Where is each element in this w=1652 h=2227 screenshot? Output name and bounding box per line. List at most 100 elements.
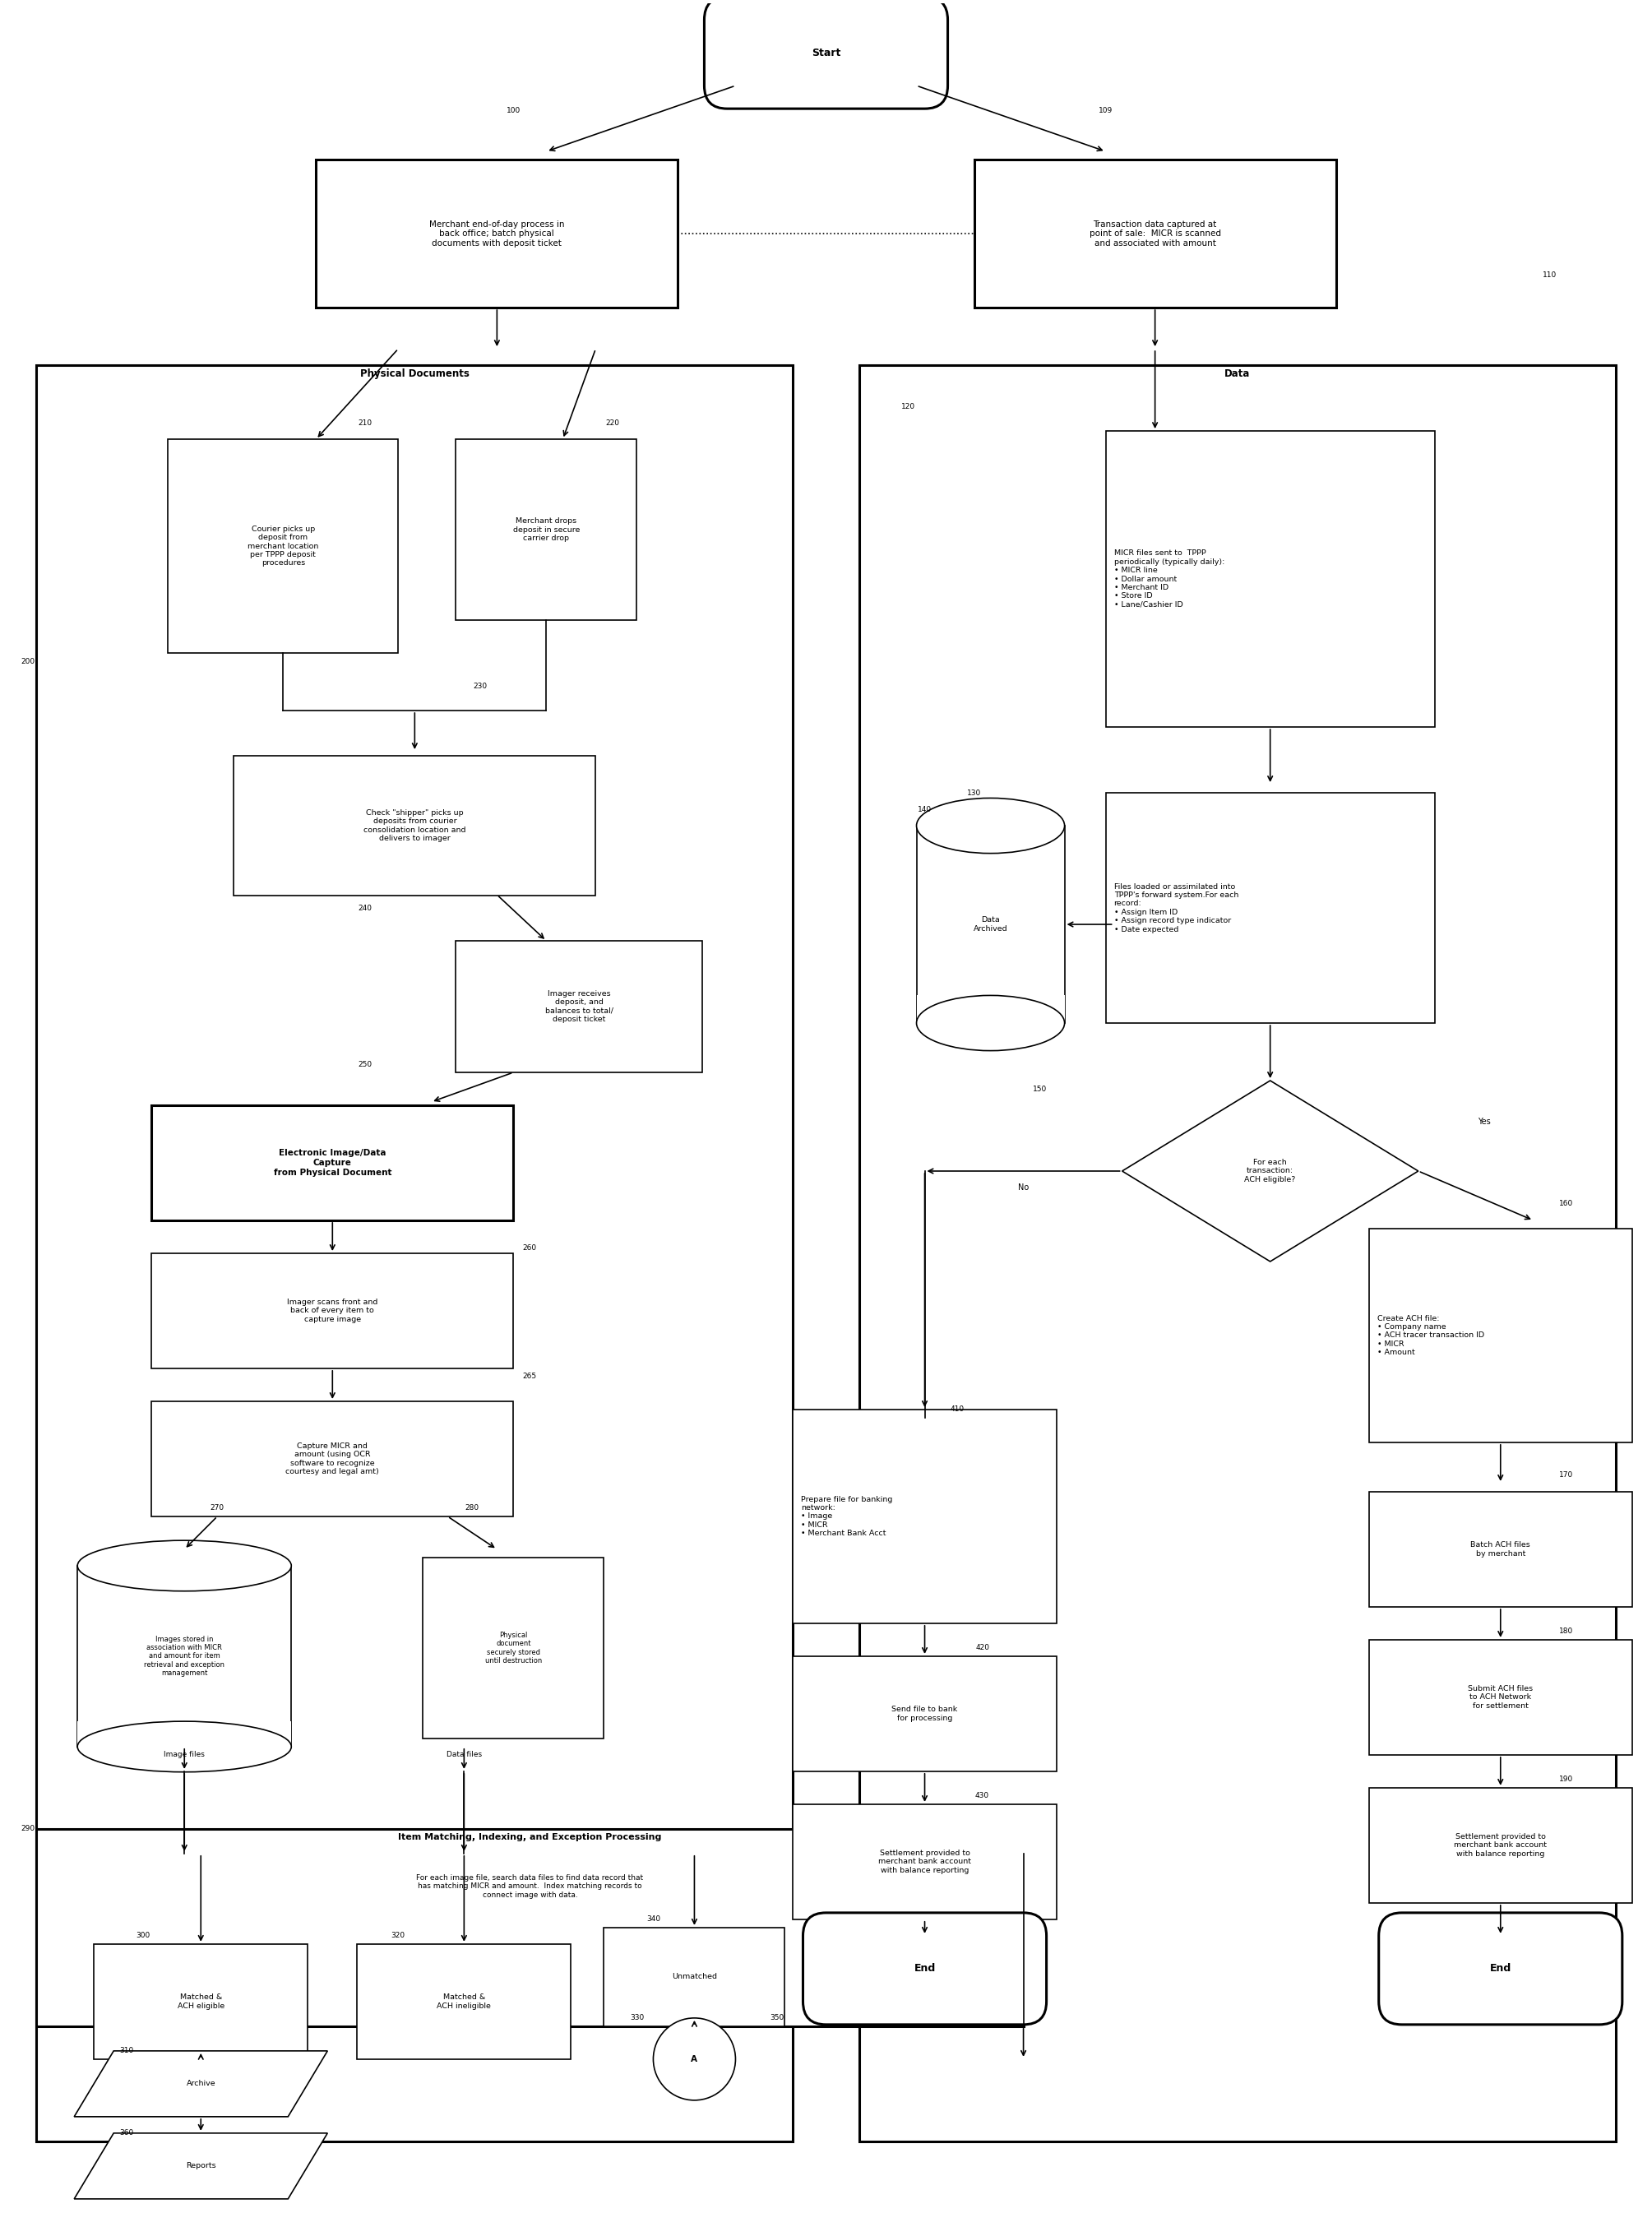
Text: Yes: Yes [1477,1118,1490,1127]
FancyBboxPatch shape [1105,432,1434,726]
Text: Data
Archived: Data Archived [973,915,1008,933]
Bar [78,1566,291,1746]
Polygon shape [74,2133,327,2198]
Text: Reports: Reports [185,2162,216,2169]
Text: Submit ACH files
to ACH Network
for settlement: Submit ACH files to ACH Network for sett… [1469,1686,1533,1710]
Text: 230: 230 [474,681,487,690]
Text: No: No [1018,1183,1029,1191]
Text: Archive: Archive [187,2080,215,2087]
Text: 300: 300 [135,1933,150,1940]
FancyBboxPatch shape [233,755,596,895]
Text: Prepare file for banking
network:
• Image
• MICR
• Merchant Bank Acct: Prepare file for banking network: • Imag… [801,1497,894,1537]
Text: Matched &
ACH eligible: Matched & ACH eligible [177,1993,225,2009]
Text: 420: 420 [975,1644,990,1652]
Text: 110: 110 [1543,272,1556,278]
FancyBboxPatch shape [456,439,636,619]
Text: 260: 260 [522,1245,537,1252]
FancyBboxPatch shape [423,1557,605,1739]
FancyBboxPatch shape [456,940,702,1073]
Text: Physical Documents: Physical Documents [360,367,469,379]
Text: 430: 430 [975,1793,990,1799]
Text: 180: 180 [1559,1628,1573,1635]
FancyBboxPatch shape [1370,1229,1632,1443]
Text: 150: 150 [1032,1085,1047,1093]
FancyBboxPatch shape [803,1913,1046,2024]
Text: Create ACH file:
• Company name
• ACH tracer transaction ID
• MICR
• Amount: Create ACH file: • Company name • ACH tr… [1378,1314,1483,1356]
FancyBboxPatch shape [1105,793,1434,1022]
Text: 250: 250 [358,1060,372,1069]
Ellipse shape [78,1541,291,1590]
FancyBboxPatch shape [169,439,398,653]
FancyBboxPatch shape [94,1944,307,2060]
Text: 120: 120 [902,403,915,410]
Text: 360: 360 [119,2129,134,2138]
FancyBboxPatch shape [793,1657,1056,1770]
Text: 310: 310 [119,2047,134,2056]
FancyBboxPatch shape [975,160,1336,307]
Text: Merchant drops
deposit in secure
carrier drop: Merchant drops deposit in secure carrier… [512,517,580,541]
Text: Item Matching, Indexing, and Exception Processing: Item Matching, Indexing, and Exception P… [398,1833,661,1842]
FancyBboxPatch shape [793,1804,1056,1920]
Text: 330: 330 [629,2013,644,2022]
Text: Imager scans front and
back of every item to
capture image: Imager scans front and back of every ite… [287,1298,378,1323]
Text: 130: 130 [966,788,981,797]
Text: 320: 320 [392,1933,405,1940]
FancyBboxPatch shape [1370,1788,1632,1902]
Text: Batch ACH files
by merchant: Batch ACH files by merchant [1470,1541,1530,1557]
Bar [78,1721,291,1746]
Text: 410: 410 [950,1405,965,1414]
FancyBboxPatch shape [1370,1492,1632,1608]
FancyBboxPatch shape [1370,1639,1632,1755]
Text: Check "shipper" picks up
deposits from courier
consolidation location and
delive: Check "shipper" picks up deposits from c… [363,808,466,842]
Text: Unmatched: Unmatched [672,1973,717,1980]
Text: 160: 160 [1559,1200,1573,1207]
Text: MICR files sent to  TPPP
periodically (typically daily):
• MICR line
• Dollar am: MICR files sent to TPPP periodically (ty… [1113,550,1224,608]
Text: For each
transaction:
ACH eligible?: For each transaction: ACH eligible? [1244,1158,1295,1183]
Text: Image files: Image files [164,1750,205,1759]
Bar [917,826,1064,1022]
Text: 210: 210 [358,419,372,428]
FancyBboxPatch shape [704,0,948,109]
Text: Files loaded or assimilated into
TPPP's forward system.For each
record:
• Assign: Files loaded or assimilated into TPPP's … [1113,882,1239,933]
Text: A: A [691,2056,697,2062]
Text: End: End [1490,1964,1512,1973]
FancyBboxPatch shape [36,365,793,2142]
Text: 109: 109 [1099,107,1113,114]
Text: Transaction data captured at
point of sale:  MICR is scanned
and associated with: Transaction data captured at point of sa… [1089,220,1221,247]
Text: 200: 200 [21,657,35,666]
Polygon shape [1122,1080,1419,1260]
Text: Merchant end-of-day process in
back office; batch physical
documents with deposi: Merchant end-of-day process in back offi… [430,220,565,247]
Polygon shape [74,2051,327,2116]
FancyBboxPatch shape [1379,1913,1622,2024]
Text: 265: 265 [522,1372,537,1381]
FancyBboxPatch shape [152,1401,514,1517]
Text: 100: 100 [506,107,520,114]
Text: Courier picks up
deposit from
merchant location
per TPPP deposit
procedures: Courier picks up deposit from merchant l… [248,526,319,568]
FancyBboxPatch shape [316,160,677,307]
Circle shape [653,2018,735,2100]
FancyBboxPatch shape [605,1929,785,2027]
Text: 290: 290 [21,1826,35,1833]
Text: Images stored in
association with MICR
and amount for item
retrieval and excepti: Images stored in association with MICR a… [144,1635,225,1677]
Text: 350: 350 [770,2013,783,2022]
Text: Physical
document
securely stored
until destruction: Physical document securely stored until … [486,1632,542,1664]
Text: Settlement provided to
merchant bank account
with balance reporting: Settlement provided to merchant bank acc… [1454,1833,1546,1857]
Text: 340: 340 [646,1915,661,1924]
Text: 240: 240 [358,904,372,911]
Text: Electronic Image/Data
Capture
from Physical Document: Electronic Image/Data Capture from Physi… [274,1149,392,1176]
Text: 270: 270 [210,1505,225,1512]
Text: Data files: Data files [446,1750,482,1759]
Text: Start: Start [811,47,841,58]
Text: Send file to bank
for processing: Send file to bank for processing [892,1706,958,1721]
Text: Capture MICR and
amount (using OCR
software to recognize
courtesy and legal amt): Capture MICR and amount (using OCR softw… [286,1443,380,1474]
Bar [917,995,1064,1022]
FancyBboxPatch shape [357,1944,572,2060]
FancyBboxPatch shape [152,1254,514,1367]
FancyBboxPatch shape [859,365,1616,2142]
Text: For each image file, search data files to find data record that
has matching MIC: For each image file, search data files t… [416,1875,643,1900]
Text: 220: 220 [605,419,620,428]
Text: 190: 190 [1559,1775,1573,1784]
FancyBboxPatch shape [793,1410,1056,1623]
Ellipse shape [917,995,1064,1051]
Text: 170: 170 [1559,1472,1573,1479]
